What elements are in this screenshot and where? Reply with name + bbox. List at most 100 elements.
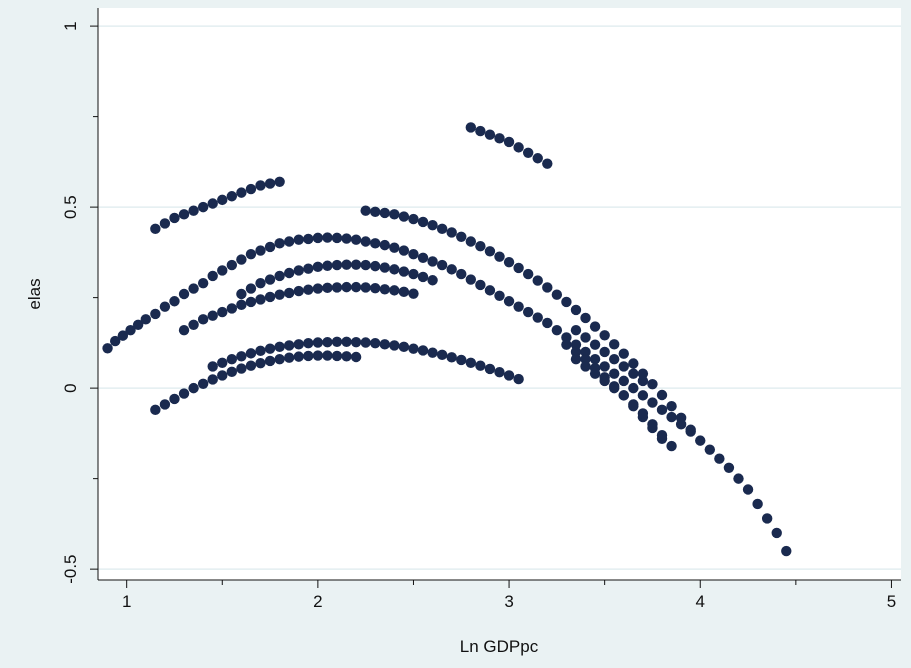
data-point-s0-32 bbox=[398, 245, 410, 256]
data-point-s5-8 bbox=[255, 294, 266, 305]
data-point-s2-5 bbox=[513, 142, 524, 153]
data-point-s6-27 bbox=[465, 357, 477, 368]
data-point-s8-2 bbox=[580, 353, 591, 365]
data-point-s7-9 bbox=[236, 363, 247, 374]
data-point-s0-19 bbox=[274, 238, 285, 249]
data-point-s6-18 bbox=[379, 339, 390, 350]
data-point-s0-71 bbox=[771, 527, 782, 539]
data-point-s0-27 bbox=[350, 234, 362, 245]
data-point-s0-13 bbox=[217, 265, 228, 276]
data-point-s6-16 bbox=[360, 337, 371, 348]
data-point-s5-15 bbox=[322, 282, 333, 294]
data-point-s9-1 bbox=[580, 361, 591, 372]
data-point-s0-47 bbox=[542, 317, 553, 329]
data-point-s3-11 bbox=[465, 236, 477, 247]
data-point-s1-9 bbox=[236, 187, 247, 198]
data-point-s3-7 bbox=[427, 220, 438, 231]
data-point-s6-1 bbox=[217, 357, 228, 368]
data-point-s5-12 bbox=[293, 285, 304, 297]
data-point-s4-8 bbox=[312, 261, 324, 273]
data-point-s5-16 bbox=[331, 282, 343, 293]
data-point-s9-10 bbox=[666, 440, 677, 452]
data-point-s1-1 bbox=[159, 218, 171, 229]
data-point-s7-3 bbox=[178, 388, 190, 399]
gridlines bbox=[98, 25, 901, 570]
data-point-s0-57 bbox=[637, 390, 649, 401]
data-point-s3-29 bbox=[637, 368, 649, 379]
data-point-s6-22 bbox=[417, 345, 429, 356]
data-point-s3-3 bbox=[389, 209, 400, 220]
data-point-s4-19 bbox=[417, 271, 429, 283]
data-point-s2-0 bbox=[465, 122, 477, 133]
data-point-s7-10 bbox=[245, 360, 257, 371]
data-point-s6-10 bbox=[303, 338, 314, 349]
data-point-s4-0 bbox=[236, 288, 247, 300]
data-point-s5-10 bbox=[274, 289, 285, 300]
x-tick-label-4: 5 bbox=[887, 592, 896, 611]
data-point-s4-6 bbox=[293, 265, 304, 276]
data-point-s6-31 bbox=[503, 370, 515, 381]
y-axis-ticks: -0.5 0 0.5 1 bbox=[61, 21, 98, 584]
data-point-s7-0 bbox=[150, 404, 161, 416]
data-point-s0-26 bbox=[341, 233, 352, 244]
data-point-s6-4 bbox=[245, 348, 257, 359]
x-tick-label-1: 2 bbox=[313, 592, 322, 611]
data-point-s6-17 bbox=[370, 338, 381, 349]
data-point-s9-0 bbox=[570, 353, 582, 365]
data-point-s0-20 bbox=[283, 236, 295, 247]
data-point-s3-20 bbox=[551, 289, 563, 300]
data-point-s5-13 bbox=[303, 284, 314, 295]
data-point-s1-8 bbox=[226, 191, 238, 202]
data-point-s9-2 bbox=[589, 368, 601, 379]
data-point-s3-19 bbox=[542, 282, 553, 293]
data-point-s7-6 bbox=[207, 374, 218, 385]
data-point-s0-53 bbox=[599, 361, 610, 372]
data-point-s2-7 bbox=[532, 153, 543, 164]
data-point-s5-2 bbox=[197, 314, 209, 325]
data-point-s3-34 bbox=[685, 424, 696, 435]
data-point-s9-6 bbox=[628, 399, 639, 410]
data-point-s4-16 bbox=[389, 264, 400, 275]
data-point-s0-54 bbox=[609, 368, 620, 379]
data-point-s0-56 bbox=[628, 382, 639, 394]
data-point-s0-40 bbox=[475, 279, 486, 291]
data-point-s0-14 bbox=[226, 259, 238, 271]
data-point-s9-4 bbox=[609, 382, 620, 394]
data-point-s7-14 bbox=[283, 352, 295, 363]
data-point-s0-7 bbox=[159, 301, 171, 312]
data-point-s6-7 bbox=[274, 341, 285, 353]
data-point-s7-8 bbox=[226, 366, 238, 378]
data-point-s0-6 bbox=[150, 308, 161, 320]
data-point-s1-13 bbox=[274, 176, 285, 187]
data-point-s3-25 bbox=[599, 330, 610, 341]
data-point-s3-33 bbox=[675, 412, 687, 424]
data-point-s3-14 bbox=[494, 251, 505, 262]
data-point-s10-4 bbox=[609, 353, 620, 365]
data-point-s3-6 bbox=[417, 216, 429, 228]
y-tick-label-0: -0.5 bbox=[61, 554, 80, 583]
data-point-s3-4 bbox=[398, 211, 410, 222]
data-point-s0-60 bbox=[666, 411, 677, 423]
y-tick-label-3: 1 bbox=[61, 21, 80, 30]
data-point-s0-39 bbox=[465, 274, 477, 285]
data-point-s0-42 bbox=[494, 290, 505, 302]
data-point-s5-5 bbox=[226, 303, 238, 314]
data-point-s4-2 bbox=[255, 277, 266, 289]
data-point-s0-8 bbox=[169, 296, 180, 307]
data-point-s3-21 bbox=[561, 296, 572, 308]
data-point-s4-17 bbox=[398, 266, 410, 277]
data-point-s10-7 bbox=[637, 375, 649, 387]
data-point-s0-41 bbox=[484, 285, 496, 296]
data-point-s6-23 bbox=[427, 347, 438, 358]
data-point-s5-22 bbox=[389, 285, 400, 296]
x-tick-label-0: 1 bbox=[122, 592, 131, 611]
data-point-s0-34 bbox=[417, 252, 429, 263]
data-point-s0-58 bbox=[647, 397, 658, 408]
data-point-s6-24 bbox=[436, 349, 448, 361]
data-point-s0-30 bbox=[379, 239, 390, 251]
data-point-s5-19 bbox=[360, 282, 371, 293]
data-point-s0-37 bbox=[446, 264, 457, 275]
data-point-s10-0 bbox=[570, 325, 582, 336]
data-point-s3-28 bbox=[628, 358, 639, 369]
